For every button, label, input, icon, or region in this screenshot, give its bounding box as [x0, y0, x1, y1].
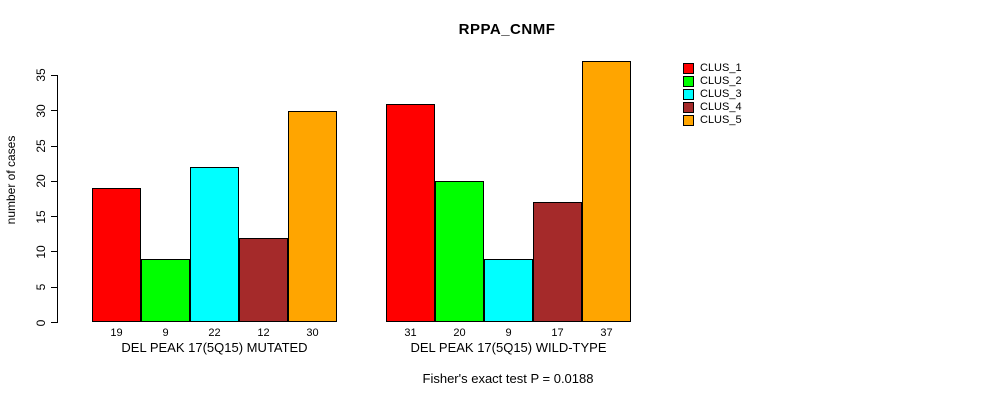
y-tick-label: 35	[34, 68, 48, 83]
bar-value-label: 19	[110, 327, 123, 339]
legend-label: CLUS_4	[700, 101, 742, 113]
bar-clus_3	[484, 258, 533, 323]
legend-swatch-clus_4	[683, 102, 694, 113]
y-tick-label: 15	[34, 209, 48, 224]
y-axis-tick	[51, 322, 57, 323]
bar-value-label: 9	[505, 327, 512, 339]
bar-value-label: 30	[306, 327, 319, 339]
bar-value-label: 31	[404, 327, 417, 339]
annotation-fishers-test: Fisher's exact test P = 0.0188	[422, 371, 594, 386]
y-tick-label: 20	[34, 174, 48, 188]
group-label: DEL PEAK 17(5Q15) WILD-TYPE	[410, 340, 607, 355]
bar-clus_2	[141, 258, 190, 323]
y-axis-tick	[51, 286, 57, 288]
legend-swatch-clus_2	[683, 76, 694, 87]
y-tick-label: 5	[34, 283, 48, 291]
bar-clus_2	[435, 181, 484, 323]
y-axis-tick	[51, 251, 57, 253]
y-axis-tick	[51, 145, 57, 147]
y-tick-label: 25	[34, 139, 48, 153]
legend-label: CLUS_2	[700, 75, 742, 87]
y-axis-tick	[51, 74, 57, 76]
legend-item: CLUS_2	[683, 75, 742, 88]
legend-label: CLUS_3	[700, 88, 742, 100]
bar-value-label: 17	[551, 327, 564, 339]
bar-value-label: 9	[162, 327, 169, 339]
bar-value-label: 22	[208, 327, 221, 339]
y-axis-tick	[51, 110, 57, 112]
legend-label: CLUS_1	[700, 62, 742, 74]
y-axis-tick	[51, 180, 57, 182]
y-axis-line	[57, 75, 58, 324]
legend-swatch-clus_5	[683, 115, 694, 126]
bar-clus_4	[239, 237, 288, 323]
bar-clus_1	[92, 188, 141, 323]
bar-clus_5	[582, 61, 631, 323]
chart-title: RPPA_CNMF	[458, 21, 556, 38]
group-label: DEL PEAK 17(5Q15) MUTATED	[121, 340, 308, 355]
legend-item: CLUS_3	[683, 88, 742, 101]
legend-item: CLUS_1	[683, 62, 742, 75]
bar-clus_1	[386, 103, 435, 323]
legend-swatch-clus_1	[683, 63, 694, 74]
y-axis-tick	[51, 216, 57, 218]
legend-item: CLUS_5	[683, 114, 742, 127]
legend-item: CLUS_4	[683, 101, 742, 114]
bar-value-label: 20	[453, 327, 466, 339]
legend: CLUS_1 CLUS_2 CLUS_3 CLUS_4 CLUS_5	[683, 62, 742, 127]
y-tick-label: 10	[34, 245, 48, 259]
bar-clus_3	[190, 167, 239, 323]
bar-value-label: 37	[600, 327, 613, 339]
bar-clus_4	[533, 202, 582, 323]
legend-label: CLUS_5	[700, 114, 742, 126]
bar-value-label: 12	[257, 327, 270, 339]
y-tick-label: 30	[34, 104, 48, 118]
y-tick-label: 0	[34, 319, 48, 326]
legend-swatch-clus_3	[683, 89, 694, 100]
bar-clus_5	[288, 110, 337, 323]
